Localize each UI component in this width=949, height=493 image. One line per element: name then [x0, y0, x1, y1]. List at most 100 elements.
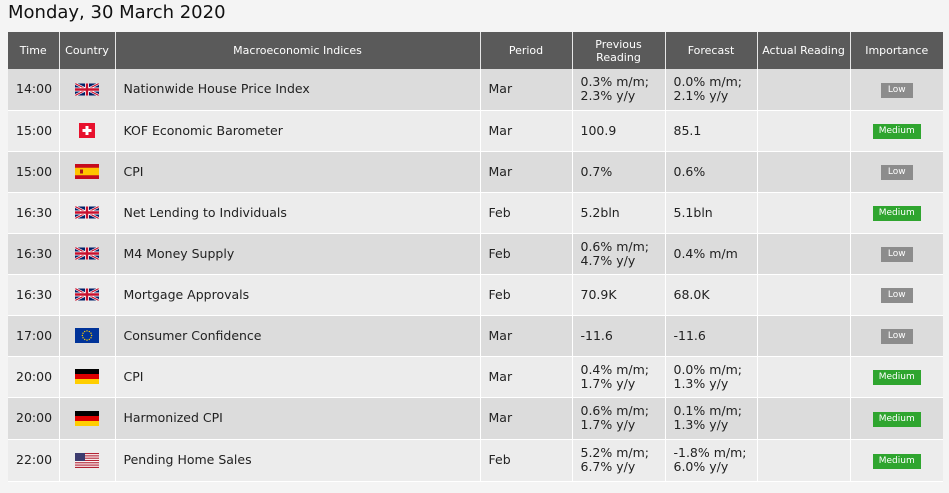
forecast-value-line: 68.0K	[673, 286, 710, 302]
table-row: 20:00 Harmonized CPI Mar 0.6% m/m; 1.7% y/y 0…	[8, 397, 943, 440]
importance-cell: Low	[850, 151, 943, 193]
indicator-name-cell: CPI	[115, 151, 481, 193]
country-cell	[59, 233, 116, 275]
actual-cell	[757, 151, 851, 193]
spain-flag-icon	[75, 164, 99, 179]
time-cell: 20:00	[8, 356, 60, 398]
actual-cell	[757, 315, 851, 357]
importance-cell: Medium	[850, 397, 943, 440]
previous-value-line: 0.4% m/m;	[580, 361, 650, 377]
indicator-name-cell: M4 Money Supply	[115, 233, 481, 275]
forecast-cell: 85.1	[665, 110, 758, 152]
importance-cell: Medium	[850, 356, 943, 398]
period-cell: Mar	[480, 69, 573, 111]
importance-badge: Low	[880, 329, 913, 344]
forecast-value-line: 0.6%	[673, 163, 706, 179]
previous-cell: 0.6% m/m; 1.7% y/y	[572, 397, 666, 440]
importance-badge: Medium	[872, 124, 921, 139]
forecast-value-line: 2.1% y/y	[673, 88, 729, 104]
indicator-name-cell: Harmonized CPI	[115, 397, 481, 440]
table-row: 20:00 CPI Mar 0.4% m/m; 1.7% y/y 0.0% m/m; 1.3…	[8, 356, 943, 398]
previous-cell: 5.2% m/m; 6.7% y/y	[572, 439, 666, 482]
forecast-value-line: 0.1% m/m;	[673, 403, 743, 418]
country-cell	[59, 69, 116, 111]
forecast-cell: 68.0K	[665, 274, 758, 316]
header-period: Period	[480, 32, 573, 69]
importance-badge: Medium	[872, 206, 921, 221]
forecast-value-line: 1.3% y/y	[673, 417, 729, 432]
table-row: 16:30 Net Lending to Individuals Feb 5.2bln…	[8, 192, 943, 234]
header-previous: Previous Reading	[572, 32, 666, 69]
period-cell: Mar	[480, 315, 573, 357]
header-forecast: Forecast	[665, 32, 758, 69]
germany-flag-icon	[75, 410, 99, 426]
indicator-name-cell: KOF Economic Barometer	[115, 110, 481, 152]
forecast-value-line: 6.0% y/y	[673, 459, 729, 474]
forecast-value-line: -11.6	[673, 327, 706, 343]
time-cell: 16:30	[8, 192, 60, 234]
time-cell: 14:00	[8, 69, 60, 111]
period-cell: Feb	[480, 439, 573, 482]
actual-cell	[757, 356, 851, 398]
usa-flag-icon	[75, 452, 99, 468]
period-cell: Feb	[480, 233, 573, 275]
period-cell: Mar	[480, 151, 573, 193]
time-cell: 15:00	[8, 110, 60, 152]
period-cell: Mar	[480, 397, 573, 440]
previous-value-line: 5.2bln	[580, 204, 620, 220]
previous-value-line: 0.3% m/m;	[580, 74, 650, 90]
importance-cell: Medium	[850, 110, 943, 152]
previous-cell: 0.7%	[572, 151, 666, 193]
time-cell: 20:00	[8, 397, 60, 440]
importance-badge: Low	[880, 247, 913, 262]
period-cell: Mar	[480, 110, 573, 152]
forecast-cell: 0.6%	[665, 151, 758, 193]
importance-cell: Medium	[850, 439, 943, 482]
forecast-cell: -11.6	[665, 315, 758, 357]
importance-cell: Low	[850, 315, 943, 357]
previous-cell: 0.6% m/m; 4.7% y/y	[572, 233, 666, 275]
importance-cell: Low	[850, 274, 943, 316]
country-cell	[59, 110, 116, 152]
previous-cell: 5.2bln	[572, 192, 666, 234]
previous-cell: 100.9	[572, 110, 666, 152]
table-row: 22:00 Pending Home Sales Feb 5.2% m/m; 6.7% …	[8, 439, 943, 482]
table-row: 15:00 CPI Mar 0.7% 0.6% Low	[8, 151, 943, 193]
importance-cell: Low	[850, 69, 943, 111]
table-header-row: Time Country Macroeconomic Indices Perio…	[8, 32, 943, 69]
country-cell	[59, 356, 116, 398]
actual-cell	[757, 439, 851, 482]
uk-flag-icon	[75, 205, 99, 220]
actual-cell	[757, 397, 851, 440]
previous-value-line: 1.7% y/y	[580, 375, 636, 391]
previous-value-line: 2.3% y/y	[580, 88, 636, 104]
table-row: 15:00 KOF Economic Barometer Mar 100.9 85.1 M…	[8, 110, 943, 152]
time-cell: 22:00	[8, 439, 60, 482]
actual-cell	[757, 274, 851, 316]
country-cell	[59, 192, 116, 234]
uk-flag-icon	[75, 82, 99, 97]
actual-cell	[757, 192, 851, 234]
eu-flag-icon	[75, 328, 99, 343]
previous-value-line: 0.7%	[580, 163, 613, 179]
importance-cell: Low	[850, 233, 943, 275]
previous-value-line: 70.9K	[580, 286, 617, 302]
importance-badge: Medium	[872, 370, 921, 385]
previous-value-line: 4.7% y/y	[580, 252, 636, 268]
country-cell	[59, 397, 116, 440]
forecast-value-line: -1.8% m/m;	[673, 445, 747, 460]
uk-flag-icon	[75, 287, 99, 302]
previous-value-line: -11.6	[580, 327, 613, 343]
switzerland-flag-icon	[75, 123, 99, 138]
time-cell: 16:30	[8, 233, 60, 275]
period-cell: Mar	[480, 356, 573, 398]
previous-value-line: 0.6% m/m;	[580, 238, 650, 254]
country-cell	[59, 274, 116, 316]
period-cell: Feb	[480, 192, 573, 234]
germany-flag-icon	[75, 369, 99, 384]
indicator-name-cell: Nationwide House Price Index	[115, 69, 481, 111]
page-title: Monday, 30 March 2020	[8, 2, 226, 23]
time-cell: 15:00	[8, 151, 60, 193]
uk-flag-icon	[75, 246, 99, 261]
forecast-cell: 0.0% m/m; 2.1% y/y	[665, 69, 758, 111]
